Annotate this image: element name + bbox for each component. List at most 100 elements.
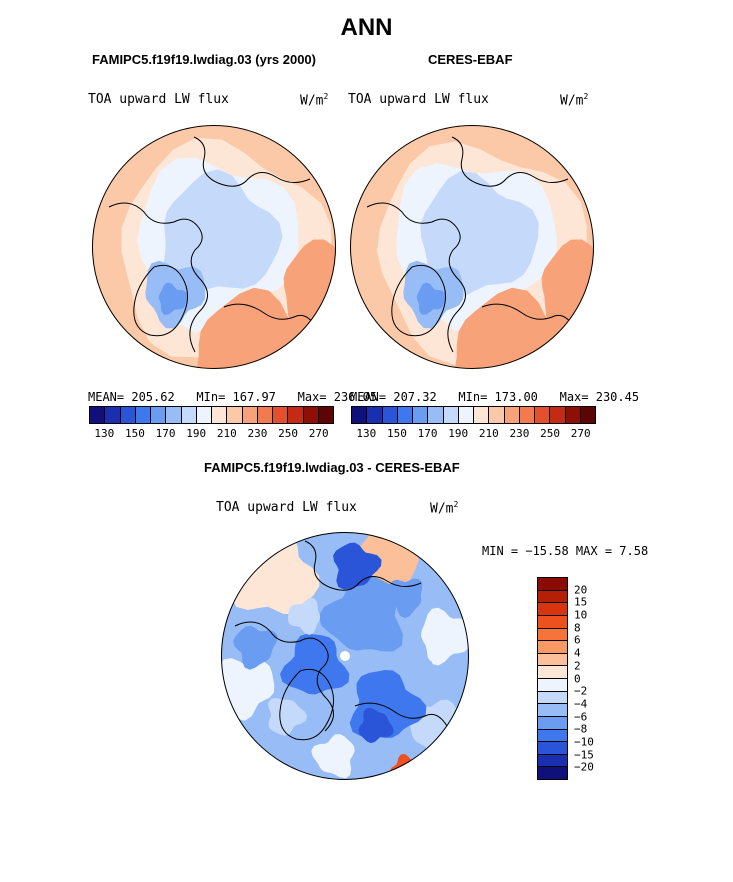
- colorbar-box: [538, 767, 567, 779]
- colorbar-box: [538, 691, 567, 705]
- colorbar-box: [273, 407, 289, 423]
- arctic-cool-region: [163, 169, 283, 294]
- colorbar-box: [538, 628, 567, 642]
- colorbar-tick-label: −4: [574, 697, 588, 711]
- diff-region: [311, 734, 355, 779]
- colorbar-box: [151, 407, 167, 423]
- colorbar-tick-label: 150: [387, 427, 407, 440]
- panel1-variable: TOA upward LW flux: [88, 92, 229, 107]
- diff-region: [384, 578, 423, 619]
- diff-region: [280, 633, 350, 695]
- colorbar-tick-label: 230: [247, 427, 268, 440]
- colorbar-box: [538, 641, 567, 654]
- diff-region: [357, 532, 419, 593]
- colorbar-box: [538, 754, 567, 768]
- colorbar-tick-label: 130: [94, 427, 115, 440]
- diff-panel-map: [221, 532, 469, 780]
- diff-region: [410, 659, 439, 691]
- colorbar-tick-label: 270: [308, 427, 329, 440]
- colorbar-box: [489, 407, 505, 423]
- colorbar-box: [538, 615, 567, 629]
- diff-region: [333, 542, 382, 590]
- colorbar-tick-label: −20: [574, 760, 594, 774]
- colorbar-tick-label: 10: [574, 608, 588, 622]
- diff-colorbar: [537, 577, 568, 780]
- colorbar-box: [538, 704, 567, 717]
- colorbar-box: [519, 407, 535, 423]
- colorbar-tick-label: 250: [540, 427, 560, 440]
- colorbar-box: [105, 407, 121, 423]
- colorbar-box: [538, 603, 567, 616]
- colorbar-tick-label: 270: [570, 427, 591, 440]
- panel2-title: CERES-EBAF: [428, 52, 513, 67]
- colorbar-tick-label: −6: [574, 710, 588, 724]
- coastline: [108, 136, 320, 358]
- diff-panel-title: FAMIPC5.f19f19.lwdiag.03 - CERES-EBAF: [204, 460, 460, 475]
- colorbar-box: [538, 742, 567, 755]
- colorbar-box: [303, 407, 319, 423]
- coastline: [366, 136, 578, 358]
- colorbar-box: [212, 407, 228, 423]
- colorbar-box: [474, 407, 490, 423]
- colorbar-box: [90, 407, 106, 423]
- colorbar-tick-label: 230: [509, 427, 530, 440]
- colorbar-box: [196, 407, 212, 423]
- colorbar-tick-label: −2: [574, 684, 588, 698]
- diff-region: [287, 598, 321, 635]
- map-boundary: [221, 532, 469, 780]
- panel2-variable: TOA upward LW flux: [348, 92, 489, 107]
- colorbar-box: [428, 407, 444, 423]
- coastline: [234, 540, 451, 780]
- colorbar-tick-label: −8: [574, 722, 588, 736]
- figure-title: ANN: [340, 14, 393, 41]
- colorbar-box: [242, 407, 258, 423]
- colorbar-tick-label: 8: [574, 621, 581, 635]
- colorbar-box: [227, 407, 243, 423]
- map-boundary: [92, 125, 336, 369]
- panel2-colorbar: [351, 406, 596, 424]
- colorbar-box: [257, 407, 273, 423]
- colorbar-box: [443, 407, 459, 423]
- diff-region: [268, 698, 308, 736]
- colorbar-tick-label: 190: [448, 427, 469, 440]
- colorbar-box: [538, 578, 567, 591]
- colorbar-tick-label: 190: [186, 427, 207, 440]
- colorbar-box: [538, 679, 567, 692]
- colorbar-box: [382, 407, 398, 423]
- colorbar-box: [367, 407, 383, 423]
- colorbar-box: [397, 407, 413, 423]
- colorbar-box: [504, 407, 520, 423]
- colorbar-tick-label: 250: [278, 427, 298, 440]
- colorbar-tick-label: −10: [574, 735, 594, 749]
- colorbar-box: [550, 407, 566, 423]
- colorbar-tick-label: 0: [574, 672, 581, 685]
- colorbar-box: [538, 716, 567, 730]
- panel1-map: [92, 125, 336, 369]
- colorbar-tick-label: −15: [574, 748, 594, 762]
- diff-panel-variable: TOA upward LW flux: [216, 500, 357, 515]
- colorbar-box: [166, 407, 182, 423]
- colorbar-tick-label: 210: [478, 427, 499, 440]
- colorbar-box: [352, 407, 368, 423]
- panel1-units: W/m2: [300, 92, 329, 109]
- colorbar-box: [181, 407, 197, 423]
- colorbar-box: [538, 653, 567, 667]
- map-boundary: [350, 125, 594, 369]
- atlantic-warm-region: [283, 239, 336, 331]
- colorbar-tick-label: 130: [356, 427, 377, 440]
- colorbar-tick-label: 20: [574, 583, 588, 597]
- colorbar-tick-label: 170: [417, 427, 438, 440]
- panel2-map: [350, 125, 594, 369]
- colorbar-tick-label: 210: [216, 427, 237, 440]
- diff-region: [421, 607, 469, 666]
- colorbar-box: [318, 407, 333, 423]
- colorbar-box: [538, 590, 567, 604]
- diff-colorbar-ticks: 20 15 10 8 6 4 2 0 −2 −4 −6 −8 −10 −15 −20: [574, 577, 614, 780]
- colorbar-tick-label: 2: [574, 659, 581, 673]
- colorbar-box: [535, 407, 551, 423]
- pole-gap: [340, 651, 350, 661]
- diff-region: [318, 573, 403, 652]
- colorbar-box: [538, 729, 567, 743]
- panel2-stats: MEAN= 207.32 MIn= 173.00 Max= 230.45: [350, 390, 640, 404]
- colorbar-tick-label: 150: [125, 427, 145, 440]
